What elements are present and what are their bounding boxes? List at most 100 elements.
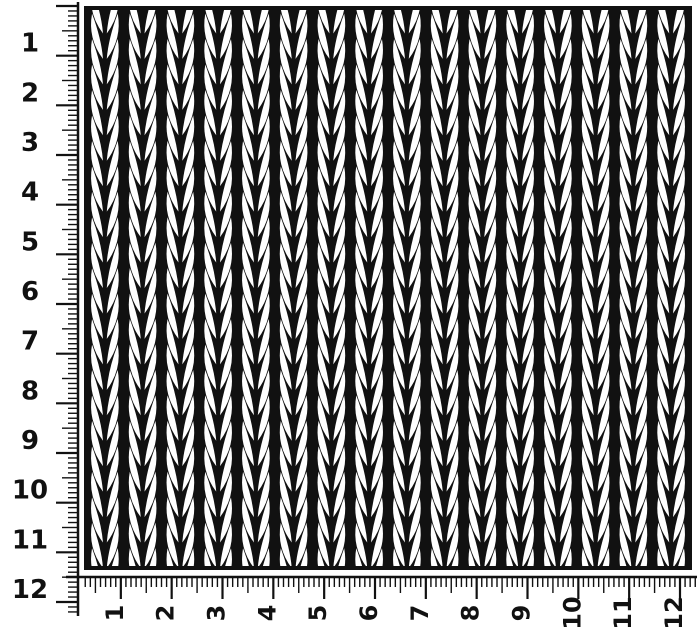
knit-stitch [430,446,459,492]
stitch-left-leg [430,140,443,187]
stitch-left-leg [242,369,254,416]
knit-stitch [468,522,497,568]
stitch-left-leg [581,13,594,59]
stitch-left-leg [242,115,254,161]
horizontal-ruler-ticks [66,575,697,599]
knit-stitch [279,548,308,568]
stitch-right-leg [106,471,119,518]
stitch-right-leg [144,268,157,314]
stitch-left-leg [317,64,330,110]
knit-stitch [581,471,610,518]
stitch-right-leg [484,293,497,339]
knit-stitch [128,420,157,467]
stitch-left-leg [166,268,179,314]
stitch-right-leg [257,140,270,187]
knit-stitch [166,268,195,314]
knit-stitch [128,293,157,339]
knit-stitch [430,13,459,59]
stitch-right-leg [635,39,648,85]
knit-stitch [393,293,421,339]
stitch-right-leg [408,268,421,314]
stitch-right-leg [295,446,308,492]
stitch-left-leg [657,319,670,365]
knit-stitch [355,522,383,568]
stitch-left-leg [242,446,254,492]
knit-stitch [279,89,308,136]
stitch-right-leg [673,471,685,518]
stitch-right-leg [451,548,459,568]
stitch-right-leg [106,64,119,110]
knit-stitch [506,268,534,314]
knit-stitch [242,497,270,543]
horizontal-ruler-label-7: 7 [406,605,434,622]
stitch-right-leg [677,548,685,568]
knit-stitch [506,217,534,263]
stitch-right-leg [446,64,459,110]
stitch-left-leg [242,140,254,187]
stitch-right-leg [337,548,346,568]
stitch-right-leg [371,522,383,568]
stitch-right-leg [673,115,685,161]
stitch-right-leg [602,548,610,568]
stitch-right-leg [522,446,534,492]
knit-stitch [279,497,308,543]
knit-stitch [355,471,383,518]
vertical-ruler-label-6: 6 [21,277,39,307]
stitch-left-leg [393,39,405,85]
knit-stitch [544,319,572,365]
stitch-left-leg [355,369,368,416]
knit-stitch [619,13,648,59]
horizontal-ruler-label-2: 2 [152,605,180,622]
stitch-right-leg [371,115,383,161]
stitch-right-leg [371,268,383,314]
stitch-right-leg [182,420,195,467]
stitch-right-leg [526,548,534,568]
stitch-right-leg [559,89,572,136]
knit-stitch [128,166,157,212]
stitch-left-leg [317,522,330,568]
stitch-left-leg [204,293,217,339]
knit-stitch [544,420,572,467]
knit-stitch [279,268,308,314]
stitch-left-leg [128,395,141,441]
stitch-right-leg [371,446,383,492]
knit-stitch [166,446,195,492]
knit-stitch [279,191,308,238]
knit-stitch [242,242,270,288]
knit-stitch [242,89,270,136]
stitch-left-leg [430,64,443,110]
stitch-right-leg [522,242,534,288]
stitch-right-leg [371,39,383,85]
knit-stitch [468,191,497,238]
knit-stitch [91,293,119,339]
stitch-right-leg [446,319,459,365]
stitch-left-leg [468,242,481,288]
stitch-left-leg [506,140,519,187]
stitch-left-leg [430,191,443,238]
stitch-right-leg [559,471,572,518]
stitch-right-leg [106,369,119,416]
stitch-left-leg [91,319,103,365]
stitch-right-leg [408,242,421,288]
stitch-left-leg [393,191,405,238]
knit-stitch [317,140,346,187]
stitch-right-leg [182,8,194,34]
stitch-right-leg [295,191,308,238]
knit-stitch [128,64,157,110]
stitch-right-leg [559,522,572,568]
stitch-left-leg [468,64,481,110]
stitch-left-leg [128,13,141,59]
knit-stitch [128,140,157,187]
stitch-left-leg [619,191,632,238]
stitch-left-leg [393,242,405,288]
stitch-left-leg [279,395,292,441]
stitch-right-leg [371,166,383,212]
stitch-left-leg [204,369,217,416]
stitch-left-leg [128,64,141,110]
knit-stitch [204,344,232,390]
stitch-right-leg [673,268,685,314]
stitch-right-leg [484,242,497,288]
stitch-left-leg [468,497,481,543]
stitch-left-leg [317,140,330,187]
